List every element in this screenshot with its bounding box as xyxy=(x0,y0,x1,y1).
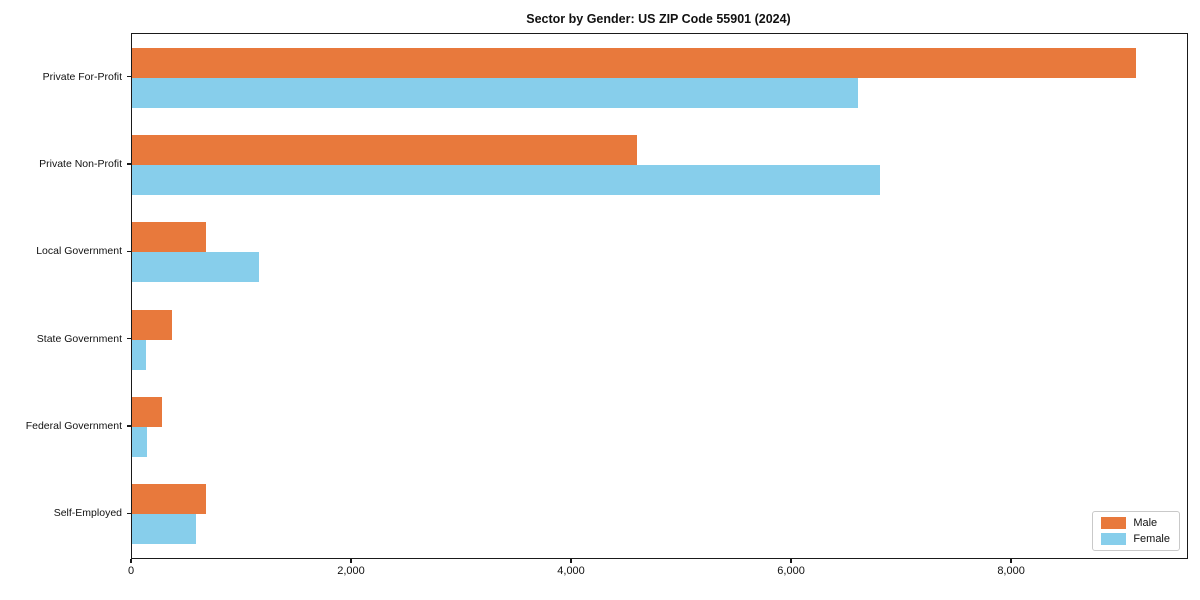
y-tick-label: Self-Employed xyxy=(53,507,122,520)
x-tick-mark xyxy=(570,559,572,563)
bar-female-2 xyxy=(132,252,259,283)
legend-entry-male: Male xyxy=(1101,517,1170,529)
legend-label: Male xyxy=(1133,517,1158,529)
y-tick-label: Private Non-Profit xyxy=(39,158,122,170)
legend-label: Female xyxy=(1133,533,1170,545)
bar-male-5 xyxy=(132,484,206,515)
y-tick-label: Private For-Profit xyxy=(42,70,122,83)
y-tick-mark xyxy=(127,250,131,253)
x-tick-label: 8,000 xyxy=(997,565,1025,577)
y-tick-mark xyxy=(127,512,131,515)
y-tick-mark xyxy=(127,337,131,340)
bar-female-5 xyxy=(132,514,196,545)
y-tick-mark xyxy=(127,425,131,427)
x-tick-mark xyxy=(350,559,352,563)
x-tick-mark xyxy=(1010,559,1012,563)
chart-title: Sector by Gender: US ZIP Code 55901 (202… xyxy=(526,12,791,26)
x-tick-label: 2,000 xyxy=(337,565,365,577)
bar-male-0 xyxy=(132,47,1137,78)
legend-swatch-icon xyxy=(1101,517,1127,529)
bar-male-2 xyxy=(132,222,207,253)
bar-female-0 xyxy=(132,77,859,108)
legend-swatch-icon xyxy=(1101,533,1127,545)
y-tick-mark xyxy=(127,163,131,165)
legend-entry-female: Female xyxy=(1101,533,1170,545)
bar-female-4 xyxy=(132,427,148,457)
y-tick-label: Local Government xyxy=(36,245,122,258)
legend: Male Female xyxy=(1092,511,1180,551)
bar-female-3 xyxy=(132,339,146,370)
bar-male-4 xyxy=(132,397,162,427)
y-tick-label: Federal Government xyxy=(25,420,122,432)
y-tick-mark xyxy=(127,75,131,78)
plot-area: Male Female xyxy=(131,33,1188,559)
bar-male-1 xyxy=(132,135,637,165)
x-tick-mark xyxy=(130,559,132,563)
x-tick-label: 6,000 xyxy=(777,565,805,577)
y-tick-label: State Government xyxy=(36,332,122,345)
x-tick-label: 0 xyxy=(127,565,135,577)
x-tick-label: 4,000 xyxy=(557,565,585,577)
bar-male-3 xyxy=(132,309,172,340)
bar-female-1 xyxy=(132,165,881,195)
x-tick-mark xyxy=(790,559,792,563)
